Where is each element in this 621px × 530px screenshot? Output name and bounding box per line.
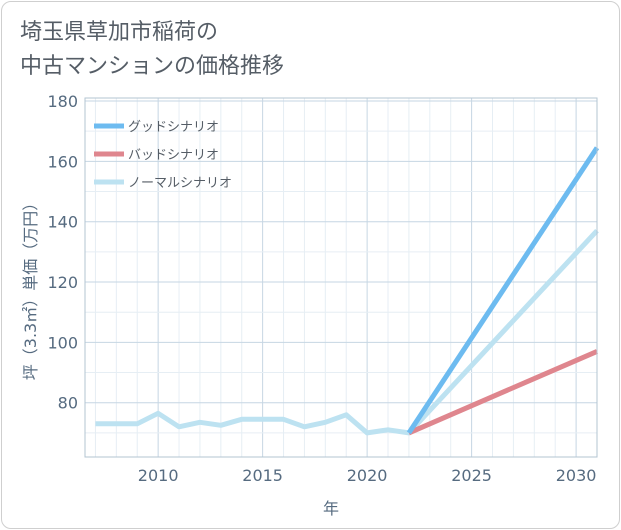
- y-tick-label: 80: [58, 394, 78, 413]
- y-tick-label: 140: [47, 213, 78, 232]
- chart-title-line-2: 中古マンションの価格推移: [20, 54, 285, 79]
- legend-label: バッドシナリオ: [128, 148, 219, 163]
- legend-label: ノーマルシナリオ: [128, 176, 232, 191]
- x-tick-label: 2025: [451, 466, 492, 485]
- axes: 2010 2015 2020 2025 2030 80 100 120 140 160 180 年 坪（…: [21, 92, 598, 518]
- series-lines: [95, 146, 600, 436]
- series-line-2: [95, 228, 599, 436]
- chart-title-line-1: 埼玉県草加市稲荷の: [20, 20, 219, 45]
- chart-title: 埼玉県草加市稲荷の 中古マンションの価格推移: [20, 16, 284, 84]
- series-line-1: [407, 349, 598, 436]
- y-tick-label: 100: [47, 333, 78, 352]
- y-tick-label: 180: [47, 92, 78, 111]
- x-tick-label: 2020: [347, 466, 388, 485]
- x-axis-title: 年: [323, 499, 339, 518]
- x-tick-label: 2030: [556, 466, 597, 485]
- y-axis-title: 坪（3.3㎡）単価（万円）: [21, 195, 40, 380]
- series-line-0: [406, 146, 600, 435]
- x-tick-label: 2015: [242, 466, 283, 485]
- grid-lines: [85, 98, 598, 457]
- x-tick-label: 2010: [138, 466, 179, 485]
- y-tick-label: 120: [47, 273, 78, 292]
- legend-label: グッドシナリオ: [128, 120, 219, 135]
- plot-frame: [84, 97, 598, 458]
- y-tick-label: 160: [47, 152, 78, 171]
